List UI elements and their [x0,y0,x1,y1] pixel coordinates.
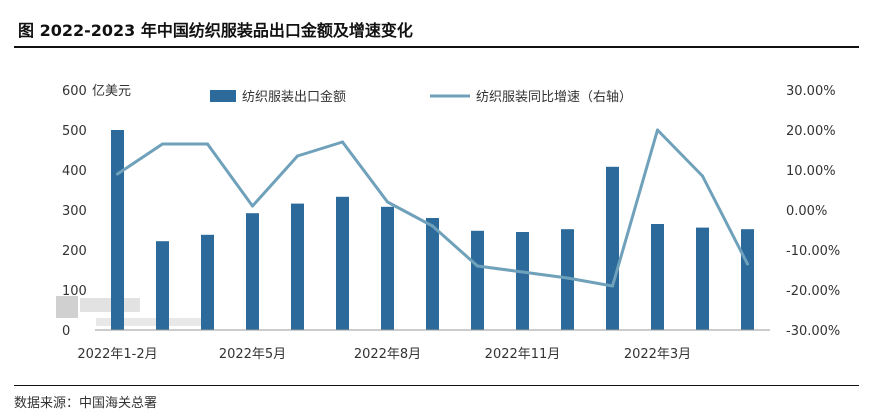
left-axis-tick-label: 200 [62,244,87,259]
x-axis: 2022年1-2月 2022年5月 2022年8月 2022年11月 2022年3月 [77,329,770,362]
bar [156,241,169,330]
bar [516,232,529,330]
right-axis-tick-label: 10.00% [786,164,836,179]
left-axis-tick-label: 0 [62,324,70,339]
figure-title: 图 2022-2023 年中国纺织服装品出口金额及增速变化 [14,16,859,48]
bar [291,203,304,330]
left-axis-tick-label: 100 [62,284,87,299]
right-axis: -30.00% -20.00% -10.00% 0.00% 10.00% 20.00% 30… [786,84,840,339]
x-axis-tick-label: 2022年11月 [485,347,561,362]
bar-series [111,130,754,330]
bar [651,224,664,330]
line-point [431,224,434,228]
line-series [116,128,749,288]
source-text: 数据来源：中国海关总署 [14,396,158,411]
right-axis-tick-label: -10.00% [786,244,840,259]
left-axis: 0 100 200 300 400 500 600 亿美元 [62,84,131,339]
bar [201,234,214,330]
bar [111,130,124,330]
right-axis-tick-label: 0.00% [786,204,827,219]
left-axis-unit-label: 亿美元 [92,84,131,99]
line-point [296,154,299,158]
bar [336,196,349,330]
left-axis-tick-label: 500 [62,124,87,139]
line-point [656,128,659,132]
bar [381,206,394,330]
bar [471,230,484,330]
bar [246,213,259,330]
bar [606,166,619,330]
left-axis-tick-label: 600 [62,84,87,99]
left-axis-tick-label: 400 [62,164,87,179]
legend: 纺织服装出口金额 纺织服装同比增速（右轴） [210,89,632,105]
line-point [161,142,164,146]
line-point [251,204,254,208]
bar [741,229,754,330]
line-point [476,264,479,268]
line-point [701,174,704,178]
left-axis-tick-label: 300 [62,204,87,219]
line-point [746,262,749,266]
line-point [116,172,119,176]
source-note: 数据来源：中国海关总署 [14,385,859,411]
legend-label-line: 纺织服装同比增速（右轴） [476,90,632,105]
legend-swatch-bar [210,90,236,102]
x-axis-tick-label: 2022年1-2月 [77,347,157,362]
line-point [206,142,209,146]
bar [426,218,439,330]
right-axis-tick-label: 30.00% [786,84,836,99]
x-axis-tick-label: 2022年8月 [354,347,421,362]
right-axis-tick-label: 20.00% [786,124,836,139]
x-axis-tick-label: 2022年5月 [219,347,286,362]
watermark-logo [56,296,202,326]
legend-label-bar: 纺织服装出口金额 [242,89,346,105]
right-axis-tick-label: -20.00% [786,284,840,299]
figure-title-text: 图 2022-2023 年中国纺织服装品出口金额及增速变化 [18,21,413,40]
x-axis-tick-label: 2022年3月 [624,347,691,362]
line-point [611,284,614,288]
line-point [386,200,389,204]
line-point [566,276,569,280]
bar [696,227,709,330]
line-point [341,140,344,144]
line-point [521,270,524,274]
right-axis-tick-label: -30.00% [786,324,840,339]
bar [561,229,574,330]
